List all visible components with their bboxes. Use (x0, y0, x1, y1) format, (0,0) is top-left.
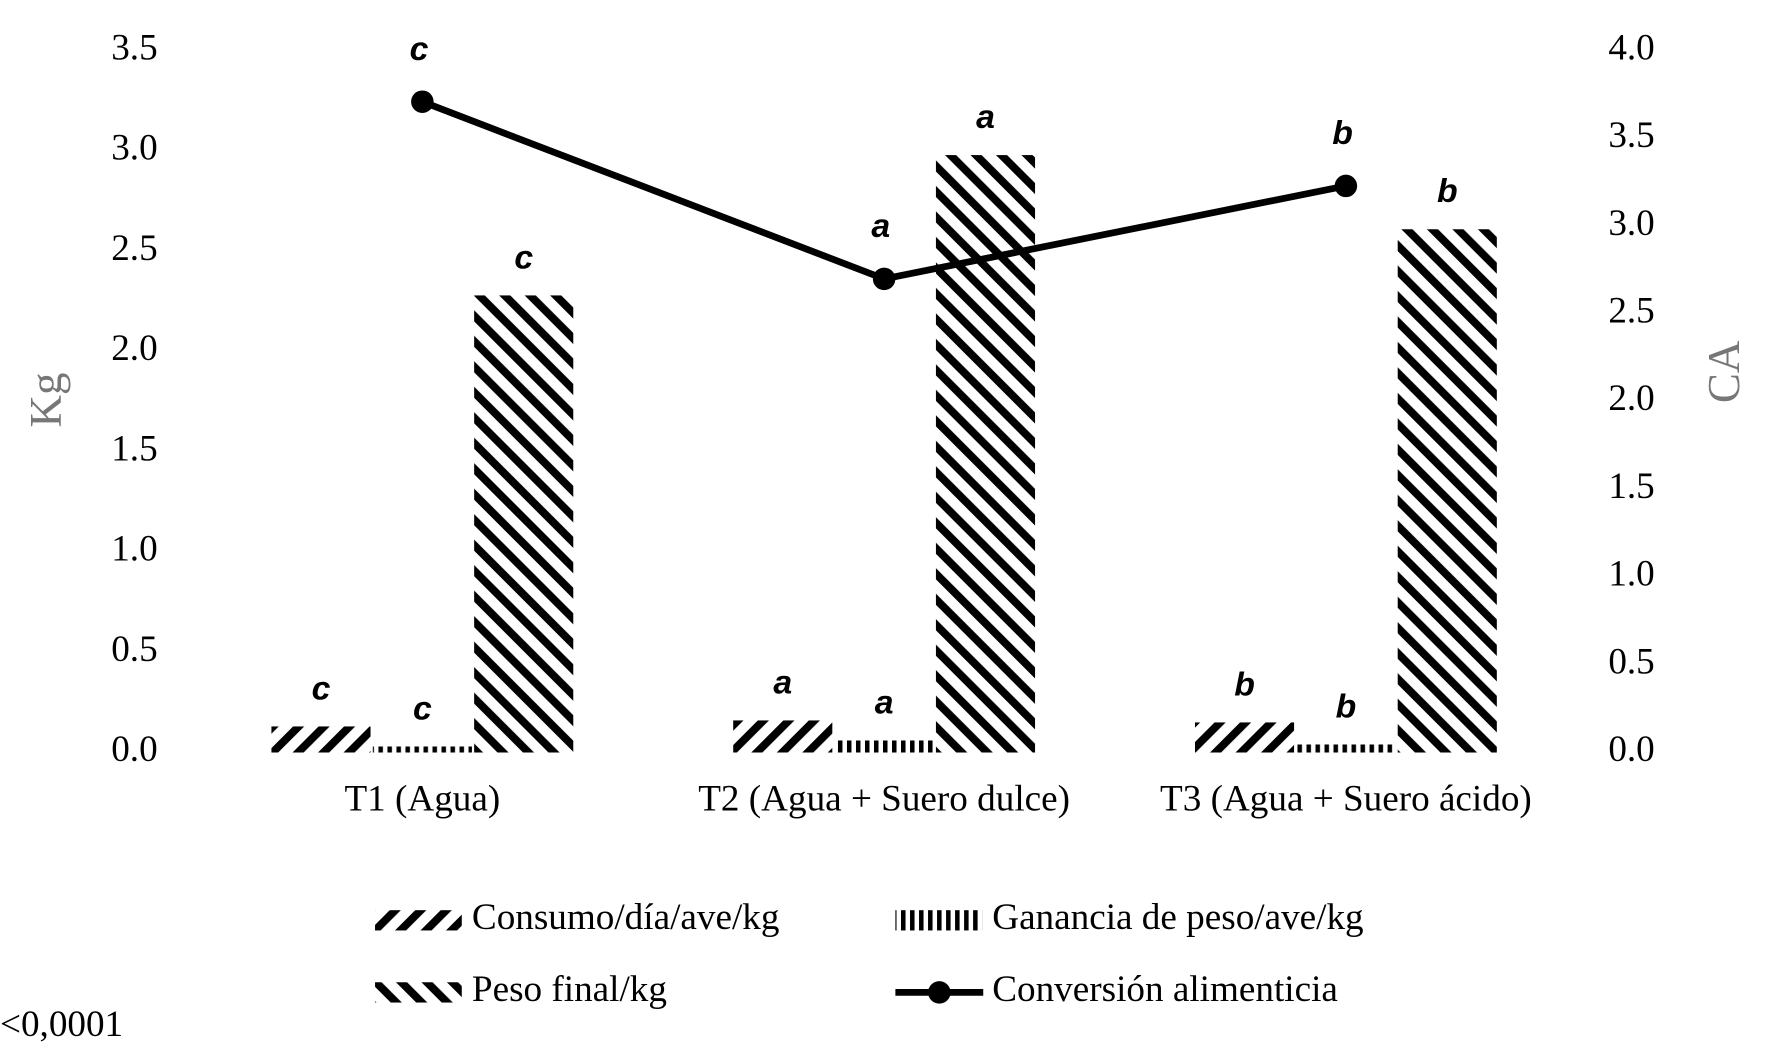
y-tick-label: 2.5 (111, 228, 157, 269)
legend-swatch (895, 910, 983, 931)
y2-tick-label: 0.5 (1608, 641, 1654, 682)
line-point (1334, 174, 1358, 198)
x-tick-label: T1 (Agua) (344, 779, 500, 820)
significance-letter: b (1234, 665, 1255, 703)
significance-letter: b (1336, 687, 1357, 725)
y-tick-label: 1.5 (111, 428, 157, 469)
y2-tick-label: 3.5 (1608, 115, 1654, 156)
significance-letter: c (514, 238, 533, 276)
y2-tick-label: 1.0 (1608, 554, 1654, 595)
legend-swatch (375, 982, 462, 1003)
y-tick-label: 0.0 (111, 729, 157, 770)
bar (733, 720, 833, 753)
x-tick-label: T3 (Agua + Suero ácido) (1160, 779, 1532, 820)
line (421, 98, 1347, 283)
bar (935, 155, 1036, 753)
bar (1296, 744, 1396, 753)
y2-tick-label: 4.0 (1608, 27, 1654, 68)
significance-letter: b (1437, 172, 1458, 210)
y2-tick-label: 2.5 (1608, 290, 1654, 331)
bar (1397, 229, 1497, 753)
bar (271, 726, 371, 753)
note: <0,0001 (0, 1004, 123, 1045)
legend-label: Conversión alimenticia (992, 969, 1338, 1010)
bar (474, 295, 574, 753)
legend-swatch (928, 981, 951, 1004)
y2-axis-label: CA (1699, 340, 1749, 403)
significance-letter: b (1332, 114, 1353, 152)
legend-label: Ganancia de peso/ave/kg (992, 897, 1363, 938)
significance-letter: c (413, 689, 432, 727)
significance-letter: c (410, 30, 429, 68)
significance-letter: a (871, 207, 890, 245)
bar (1194, 722, 1295, 753)
line-point (411, 90, 434, 113)
significance-letter: a (976, 98, 995, 136)
significance-letter: a (875, 683, 894, 721)
significance-letter: a (773, 663, 792, 701)
legend-label: Peso final/kg (472, 969, 667, 1010)
y-tick-label: 3.5 (111, 27, 157, 68)
y-tick-label: 0.5 (111, 629, 157, 670)
x-tick-label: T2 (Agua + Suero dulce) (698, 779, 1070, 820)
line-point (872, 267, 896, 291)
legend-swatch (375, 910, 462, 931)
y-tick-label: 1.0 (111, 529, 157, 570)
y2-tick-label: 2.0 (1608, 378, 1654, 419)
y-tick-label: 3.0 (111, 128, 157, 169)
bar (372, 746, 472, 753)
y2-tick-label: 0.0 (1608, 729, 1654, 770)
y2-tick-label: 3.0 (1608, 203, 1654, 244)
legend-label: Consumo/día/ave/kg (472, 897, 780, 938)
significance-letter: c (312, 669, 331, 707)
y-axis-label: Kg (21, 372, 71, 427)
bar (834, 740, 934, 753)
y-tick-label: 2.0 (111, 328, 157, 369)
y2-tick-label: 1.5 (1608, 466, 1654, 507)
